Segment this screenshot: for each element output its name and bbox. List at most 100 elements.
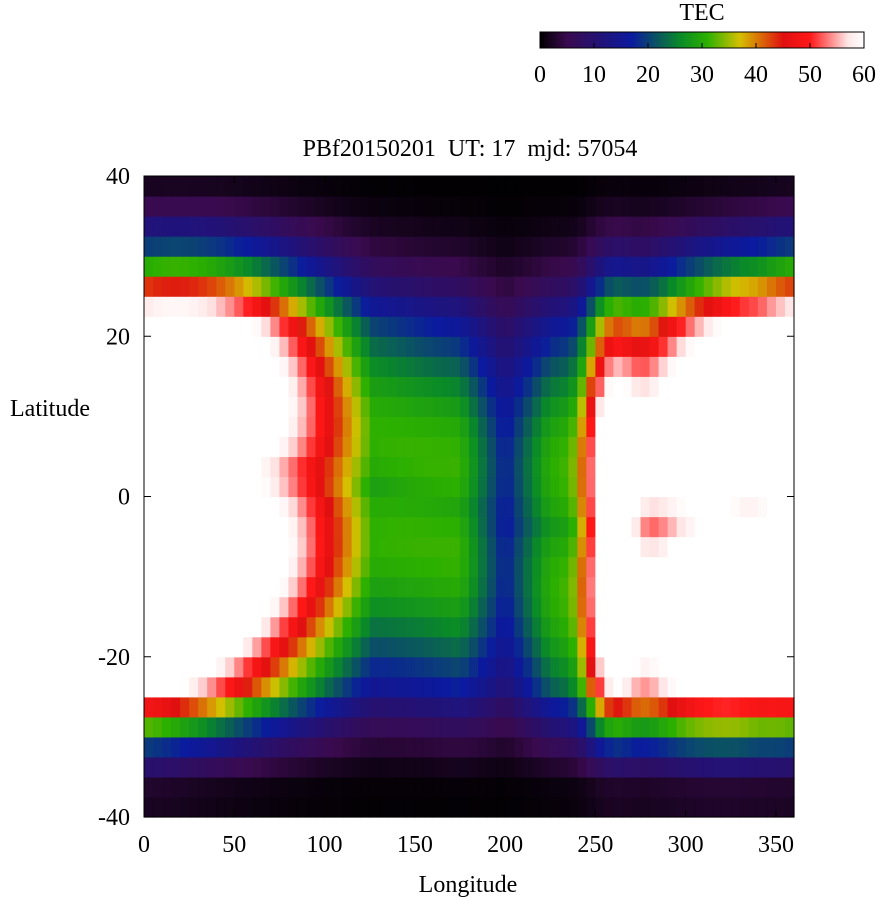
heatmap-cell [378,456,389,478]
heatmap-cell [207,216,217,237]
heatmap-cell [613,576,624,598]
heatmap-cell [387,316,398,337]
heatmap-cell [396,736,407,758]
heatmap-cell [694,736,705,758]
heatmap-cell [288,656,299,678]
heatmap-cell [450,596,461,618]
heatmap-cell [694,296,705,317]
heatmap-cell [378,356,389,377]
heatmap-cell [297,656,308,678]
heatmap-cell [496,676,506,698]
heatmap-cell [523,676,533,698]
heatmap-cell [514,216,524,237]
heatmap-cell [784,296,795,317]
heatmap-cell [730,716,741,738]
heatmap-cell [315,396,326,417]
heatmap-cell [414,296,425,317]
heatmap-cell [478,196,488,217]
heatmap-cell [586,696,596,718]
heatmap-cell [622,696,633,718]
heatmap-cell [775,416,786,438]
heatmap-cell [568,216,578,237]
heatmap-cell [387,196,398,217]
heatmap-cell [622,656,633,678]
heatmap-cell [523,316,533,337]
heatmap-cell [523,436,533,458]
heatmap-cell [658,416,669,438]
heatmap-cell [748,436,759,458]
heatmap-cell [757,576,768,598]
heatmap-cell [613,336,624,357]
heatmap-cell [685,536,696,558]
heatmap-cell [324,236,335,257]
heatmap-cell [757,296,768,317]
heatmap-cell [342,676,353,698]
heatmap-cell [387,476,398,498]
heatmap-cell [739,696,750,718]
heatmap-cell [541,416,551,438]
heatmap-cell [207,336,217,357]
heatmap-cell [487,216,497,237]
heatmap-cell [694,436,705,458]
heatmap-cell [559,576,569,598]
heatmap-cell [577,496,587,518]
heatmap-cell [162,236,172,257]
heatmap-cell [252,356,262,377]
heatmap-cell [757,636,768,658]
heatmap-cell [144,696,154,718]
heatmap-cell [667,536,678,558]
heatmap-cell [703,456,714,478]
heatmap-cell [595,616,606,638]
heatmap-cell [541,516,551,538]
heatmap-cell [712,256,723,277]
heatmap-cell [180,636,190,658]
heatmap-cell [171,756,181,778]
heatmap-cell [667,376,678,397]
heatmap-cell [631,576,642,598]
heatmap-cell [559,616,569,638]
heatmap-cell [198,636,208,658]
heatmap-cell [324,556,335,578]
heatmap-cell [288,516,299,538]
heatmap-cell [586,236,596,257]
heatmap-cell [514,676,524,698]
heatmap-cell [189,196,199,217]
heatmap-cell [622,436,633,458]
heatmap-cell [306,656,317,678]
heatmap-cell [541,696,551,718]
heatmap-cell [721,536,732,558]
colorbar-label: TEC [679,0,724,26]
heatmap-cell [324,336,335,357]
heatmap-cell [721,556,732,578]
heatmap-cell [739,596,750,618]
heatmap-cell [694,256,705,277]
heatmap-cell [162,496,172,518]
heatmap-cell [739,496,750,518]
heatmap-cell [649,456,660,478]
heatmap-cell [640,436,651,458]
heatmap-cell [234,656,244,678]
heatmap-cell [649,576,660,598]
heatmap-cell [577,176,587,197]
heatmap-cell [604,436,615,458]
heatmap-cell [333,416,344,438]
heatmap-cell [784,776,795,798]
heatmap-cell [153,696,163,718]
heatmap-cell [441,396,452,417]
heatmap-cell [153,276,163,297]
heatmap-cell [342,196,353,217]
heatmap-cell [180,456,190,478]
heatmap-cell [342,756,353,778]
heatmap-cell [676,616,687,638]
heatmap-cell [568,416,578,438]
heatmap-cell [342,216,353,237]
heatmap-cell [297,716,308,738]
heatmap-cell [459,356,470,377]
heatmap-cell [487,696,497,718]
heatmap-cell [640,356,651,377]
heatmap-cell [414,516,425,538]
heatmap-cell [766,196,777,217]
heatmap-cell [685,796,696,818]
heatmap-cell [261,476,271,498]
heatmap-cell [180,716,190,738]
